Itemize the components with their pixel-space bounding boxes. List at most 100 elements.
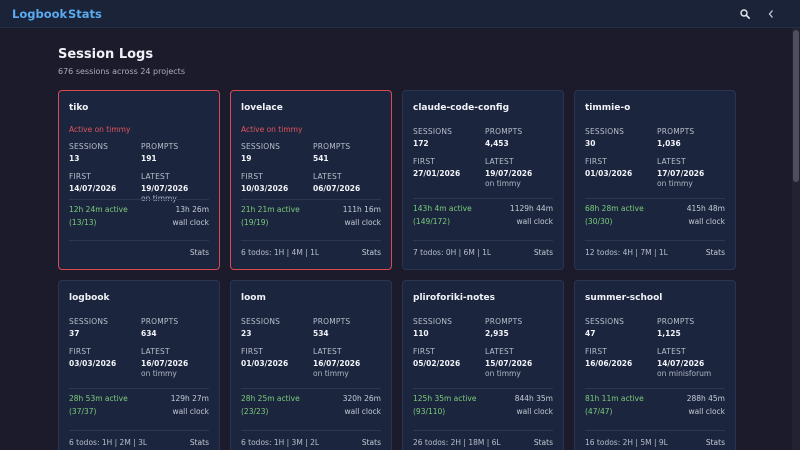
latest-label: LATEST: [313, 347, 342, 356]
first-label: FIRST: [69, 172, 92, 181]
stats-link[interactable]: Stats: [705, 438, 725, 447]
latest-stat: LATEST 06/07/2026: [313, 172, 383, 193]
project-card[interactable]: lovelace Active on timmy SESSIONS 19 PRO…: [230, 90, 392, 270]
project-card[interactable]: logbook SESSIONS 37 PROMPTS 634 FIRST 03…: [58, 280, 220, 450]
latest-stat: LATEST 19/07/2026: [485, 157, 555, 178]
first-label: FIRST: [585, 157, 608, 166]
first-value: 27/01/2026: [413, 169, 461, 178]
project-name[interactable]: summer-school: [585, 293, 663, 303]
latest-host: on timmy: [141, 194, 177, 203]
prompts-stat: PROMPTS 4,453: [485, 127, 555, 148]
latest-stat: LATEST 16/07/2026: [141, 347, 211, 368]
project-card[interactable]: summer-school SESSIONS 47 PROMPTS 1,125 …: [574, 280, 736, 450]
latest-host: on minisforum: [657, 369, 712, 378]
active-time: 125h 35m active: [413, 394, 477, 403]
wall-clock-label: wall clock: [516, 217, 553, 226]
stats-link[interactable]: Stats: [533, 248, 553, 257]
sessions-value: 172: [413, 139, 429, 148]
latest-value: 19/07/2026: [141, 184, 189, 193]
sessions-stat: SESSIONS 13: [69, 142, 139, 163]
prompts-value: 2,935: [485, 329, 509, 338]
latest-label: LATEST: [141, 172, 170, 181]
project-card[interactable]: loom SESSIONS 23 PROMPTS 534 FIRST 01/03…: [230, 280, 392, 450]
prompts-label: PROMPTS: [313, 142, 351, 151]
wall-clock-label: wall clock: [172, 218, 209, 227]
search-icon: [740, 9, 750, 19]
scrollbar-thumb[interactable]: [793, 30, 799, 182]
wall-clock-time: 844h 35m: [514, 394, 553, 403]
project-name[interactable]: timmie-o: [585, 103, 631, 113]
prompts-value: 191: [141, 154, 157, 163]
sessions-stat: SESSIONS 37: [69, 317, 139, 338]
sessions-value: 47: [585, 329, 596, 338]
card-divider: [241, 240, 381, 241]
nav-stats-link[interactable]: Stats: [68, 7, 102, 21]
sessions-label: SESSIONS: [69, 142, 109, 151]
stats-link[interactable]: Stats: [189, 438, 209, 447]
stats-link[interactable]: Stats: [361, 438, 381, 447]
prompts-value: 4,453: [485, 139, 509, 148]
project-name[interactable]: pliroforiki-notes: [413, 293, 496, 303]
stats-link[interactable]: Stats: [189, 248, 209, 257]
latest-value: 19/07/2026: [485, 169, 533, 178]
active-time: 28h 53m active: [69, 394, 128, 403]
stats-link[interactable]: Stats: [361, 248, 381, 257]
latest-value: 17/07/2026: [657, 169, 705, 178]
latest-stat: LATEST 17/07/2026: [657, 157, 727, 178]
sessions-value: 30: [585, 139, 596, 148]
project-name[interactable]: loom: [241, 293, 266, 303]
project-card[interactable]: timmie-o SESSIONS 30 PROMPTS 1,036 FIRST…: [574, 90, 736, 270]
first-label: FIRST: [241, 347, 264, 356]
first-value: 01/03/2026: [585, 169, 633, 178]
project-card[interactable]: claude-code-config SESSIONS 172 PROMPTS …: [402, 90, 564, 270]
active-ratio: (23/23): [241, 407, 269, 416]
wall-clock-time: 111h 16m: [342, 205, 381, 214]
sessions-value: 19: [241, 154, 252, 163]
stats-link[interactable]: Stats: [705, 248, 725, 257]
latest-host: on timmy: [657, 179, 693, 188]
latest-stat: LATEST 14/07/2026: [657, 347, 727, 368]
scrollbar[interactable]: [792, 28, 800, 450]
project-card[interactable]: tiko Active on timmy SESSIONS 13 PROMPTS…: [58, 90, 220, 270]
first-label: FIRST: [413, 347, 436, 356]
first-stat: FIRST 01/03/2026: [241, 347, 311, 368]
active-ratio: (13/13): [69, 218, 97, 227]
active-time: 12h 24m active: [69, 205, 128, 214]
first-stat: FIRST 03/03/2026: [69, 347, 139, 368]
collapse-button[interactable]: [764, 7, 778, 21]
project-name[interactable]: logbook: [69, 293, 110, 303]
stats-link[interactable]: Stats: [533, 438, 553, 447]
first-stat: FIRST 01/03/2026: [585, 157, 655, 178]
project-name[interactable]: lovelace: [241, 103, 283, 113]
prompts-stat: PROMPTS 534: [313, 317, 383, 338]
wall-clock-time: 1129h 44m: [509, 204, 553, 213]
wall-clock-label: wall clock: [688, 407, 725, 416]
active-time: 68h 28m active: [585, 204, 644, 213]
prompts-stat: PROMPTS 2,935: [485, 317, 555, 338]
project-name[interactable]: claude-code-config: [413, 103, 510, 113]
project-card[interactable]: pliroforiki-notes SESSIONS 110 PROMPTS 2…: [402, 280, 564, 450]
brand-link[interactable]: Logbook: [12, 7, 68, 21]
first-value: 14/07/2026: [69, 184, 117, 193]
card-divider: [413, 240, 553, 241]
latest-host: on timmy: [485, 179, 521, 188]
active-status: Active on timmy: [69, 125, 131, 134]
prompts-label: PROMPTS: [141, 317, 179, 326]
latest-stat: LATEST 16/07/2026: [313, 347, 383, 368]
card-divider: [69, 199, 209, 200]
prompts-value: 534: [313, 329, 329, 338]
latest-label: LATEST: [657, 347, 686, 356]
first-label: FIRST: [413, 157, 436, 166]
first-value: 10/03/2026: [241, 184, 289, 193]
first-value: 01/03/2026: [241, 359, 289, 368]
card-divider: [241, 430, 381, 431]
prompts-label: PROMPTS: [313, 317, 351, 326]
sessions-stat: SESSIONS 30: [585, 127, 655, 148]
latest-value: 16/07/2026: [313, 359, 361, 368]
active-status: Active on timmy: [241, 125, 303, 134]
search-button[interactable]: [738, 7, 752, 21]
project-name[interactable]: tiko: [69, 103, 89, 113]
first-value: 05/02/2026: [413, 359, 461, 368]
sessions-stat: SESSIONS 172: [413, 127, 483, 148]
sessions-label: SESSIONS: [241, 317, 281, 326]
